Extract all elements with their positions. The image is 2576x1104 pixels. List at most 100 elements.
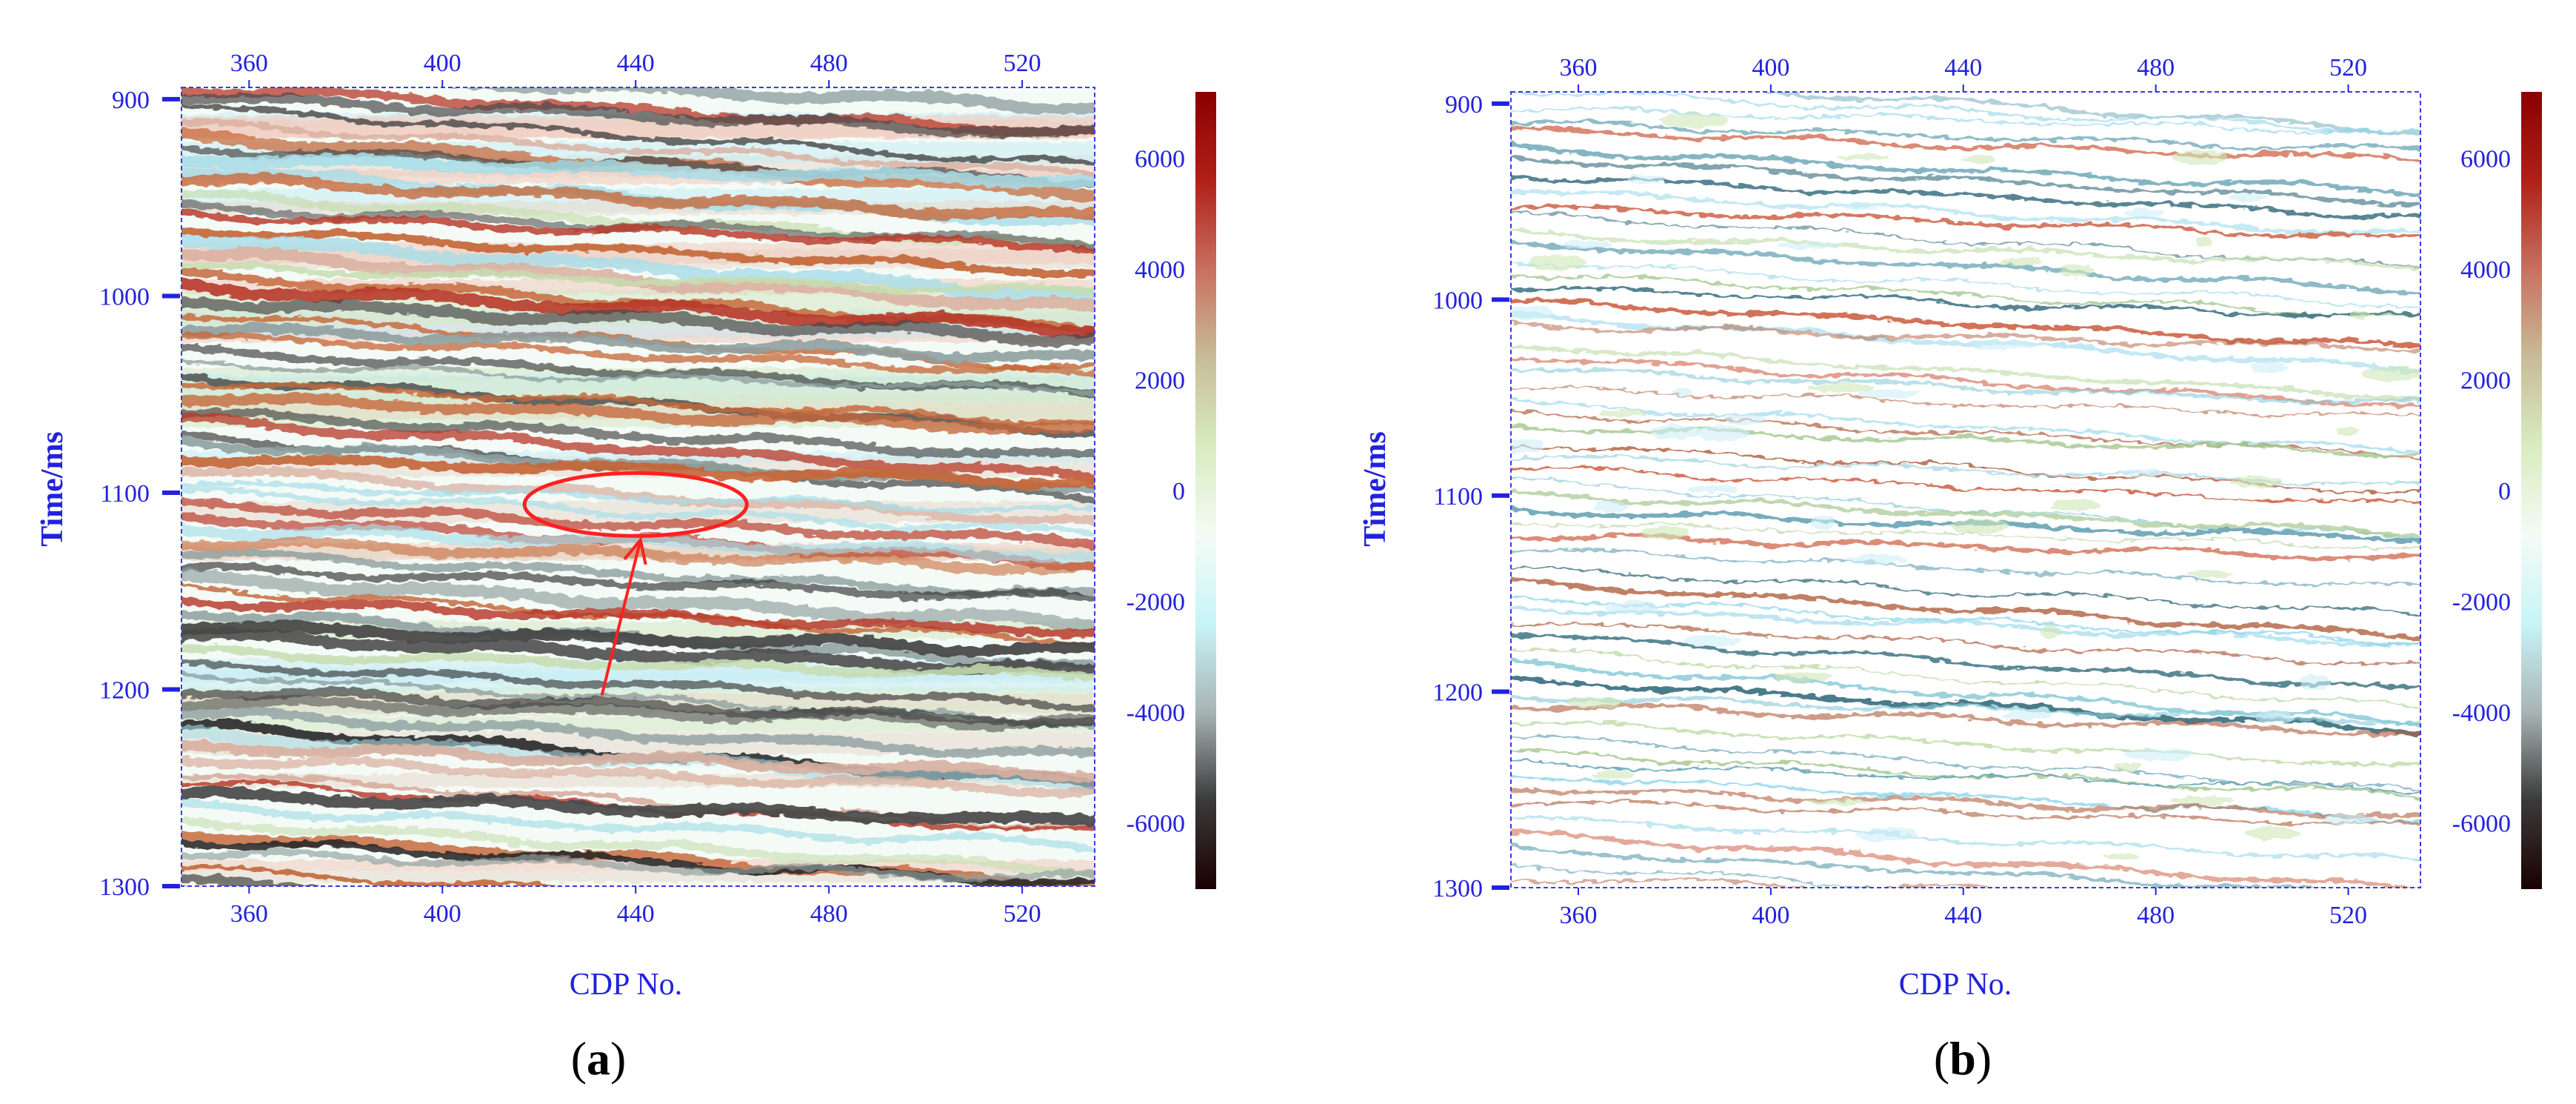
reflector xyxy=(181,671,1095,728)
colorbar-tick-label: -2000 xyxy=(2452,588,2511,616)
texture-blob xyxy=(1688,485,1738,493)
y-tick-label: 900 xyxy=(112,87,150,114)
reflector xyxy=(181,596,1095,638)
reflector xyxy=(1511,241,2420,296)
reflector xyxy=(181,785,1095,827)
colorbar-tick-label: 4000 xyxy=(2460,256,2511,284)
reflector xyxy=(1511,788,2420,818)
y-tick-label: 1100 xyxy=(1433,483,1483,511)
x-tick-label: 400 xyxy=(424,900,461,928)
texture-blob xyxy=(2195,236,2212,246)
reflector xyxy=(181,277,1095,338)
reflector xyxy=(1511,489,2420,539)
texture-blob xyxy=(1670,388,1693,396)
texture-blob xyxy=(2051,499,2101,512)
reflector xyxy=(181,262,1095,295)
x-tick-label: 360 xyxy=(230,50,268,77)
texture-blob xyxy=(1970,340,2045,350)
reflector xyxy=(1511,385,2420,417)
texture-blob xyxy=(2115,762,2140,771)
ylabel-b: Time/ms xyxy=(1358,431,1392,547)
panel-a: 360 400 440 480 520 360 400 440 480 520 900 1000 1… xyxy=(36,50,1216,1085)
reflector xyxy=(1511,92,2420,133)
texture-blob xyxy=(2120,468,2162,478)
texture-blob xyxy=(1511,306,1555,319)
reflector xyxy=(1511,285,2420,317)
texture-blob xyxy=(2300,674,2332,690)
reflector xyxy=(1511,648,2420,708)
reflector xyxy=(181,497,1095,550)
reflector xyxy=(181,568,1095,632)
reflector xyxy=(1511,799,2420,826)
colorbar-tick-label: 2000 xyxy=(1135,368,1185,395)
colorbar-gradient xyxy=(1195,92,1216,889)
reflector xyxy=(1511,125,2420,164)
panel-label-b: (b) xyxy=(1934,1032,1992,1085)
texture-blob xyxy=(1806,799,1868,805)
reflector xyxy=(1511,548,2420,586)
reflector xyxy=(181,486,1095,536)
texture-blob xyxy=(1855,828,1919,842)
panel-label-a: (a) xyxy=(571,1032,627,1085)
colorbar-tick-label: 0 xyxy=(1172,478,1185,505)
y-tick-label: 1300 xyxy=(1432,875,1483,902)
x-tick-label: 400 xyxy=(1752,902,1789,929)
texture-blob xyxy=(2362,367,2420,381)
texture-blob xyxy=(1626,173,1666,185)
reflector xyxy=(1511,829,2420,888)
x-tick-label: 440 xyxy=(617,900,655,928)
reflector xyxy=(1511,466,2420,505)
y-tick-label: 1100 xyxy=(100,480,150,508)
xlabel-b: CDP No. xyxy=(1899,968,2012,1002)
reflector xyxy=(181,104,1095,167)
texture-blob xyxy=(1950,519,2007,533)
texture-blob xyxy=(1511,438,1544,454)
texture-blob xyxy=(2349,310,2371,320)
reflector xyxy=(181,848,1095,882)
texture-blob xyxy=(1566,696,1624,708)
texture-blob xyxy=(1592,770,1635,779)
x-tick-label: 440 xyxy=(1944,54,1982,82)
reflector xyxy=(181,799,1095,853)
reflector xyxy=(181,153,1095,189)
arrow-head xyxy=(623,536,647,565)
y-tick-label: 1200 xyxy=(1432,679,1483,706)
reflector xyxy=(1511,358,2420,407)
texture-blob xyxy=(1599,410,1648,417)
reflector xyxy=(181,322,1095,363)
reflector xyxy=(181,524,1095,564)
colorbar-b: 6000 4000 2000 0 -2000 -4000 -6000 xyxy=(2452,92,2542,889)
reflector xyxy=(1511,522,2420,549)
reflector xyxy=(1511,566,2420,616)
reflector xyxy=(181,87,1095,137)
x-tick-label: 360 xyxy=(230,900,268,928)
texture-blob xyxy=(2102,854,2140,860)
reflector xyxy=(1511,190,2420,236)
colorbar-tick-label: 6000 xyxy=(2460,146,2511,173)
colorbar-tick-label: 2000 xyxy=(2460,368,2511,395)
colorbar-gradient xyxy=(2521,92,2542,889)
reflector xyxy=(1511,274,2420,317)
texture-blob xyxy=(1594,501,1629,513)
reflector xyxy=(181,413,1095,485)
texture-blob xyxy=(1605,600,1659,614)
texture-blob xyxy=(2321,814,2374,825)
reflector xyxy=(1511,816,2420,862)
reflector xyxy=(181,382,1095,427)
x-tick-label: 480 xyxy=(2137,54,2175,82)
y-tick-label: 1000 xyxy=(1432,287,1483,314)
reflector xyxy=(1511,734,2420,792)
reflector xyxy=(1511,749,2420,800)
texture-blob xyxy=(1827,202,1892,210)
reflector xyxy=(181,173,1095,220)
colorbar-tick-label: -4000 xyxy=(2452,699,2511,727)
reflector xyxy=(181,207,1095,254)
texture-blob xyxy=(1658,113,1728,127)
colorbar-tick-label: -6000 xyxy=(1127,810,1185,837)
x-axis-bottom-a: 360 400 440 480 520 xyxy=(230,886,1041,928)
texture-blob xyxy=(1806,383,1875,393)
texture-blob xyxy=(1641,526,1690,540)
colorbar-tick-label: 4000 xyxy=(1135,256,1185,284)
annotation-ellipse-arrow xyxy=(522,470,749,696)
ylabel-a: Time/ms xyxy=(36,431,70,547)
